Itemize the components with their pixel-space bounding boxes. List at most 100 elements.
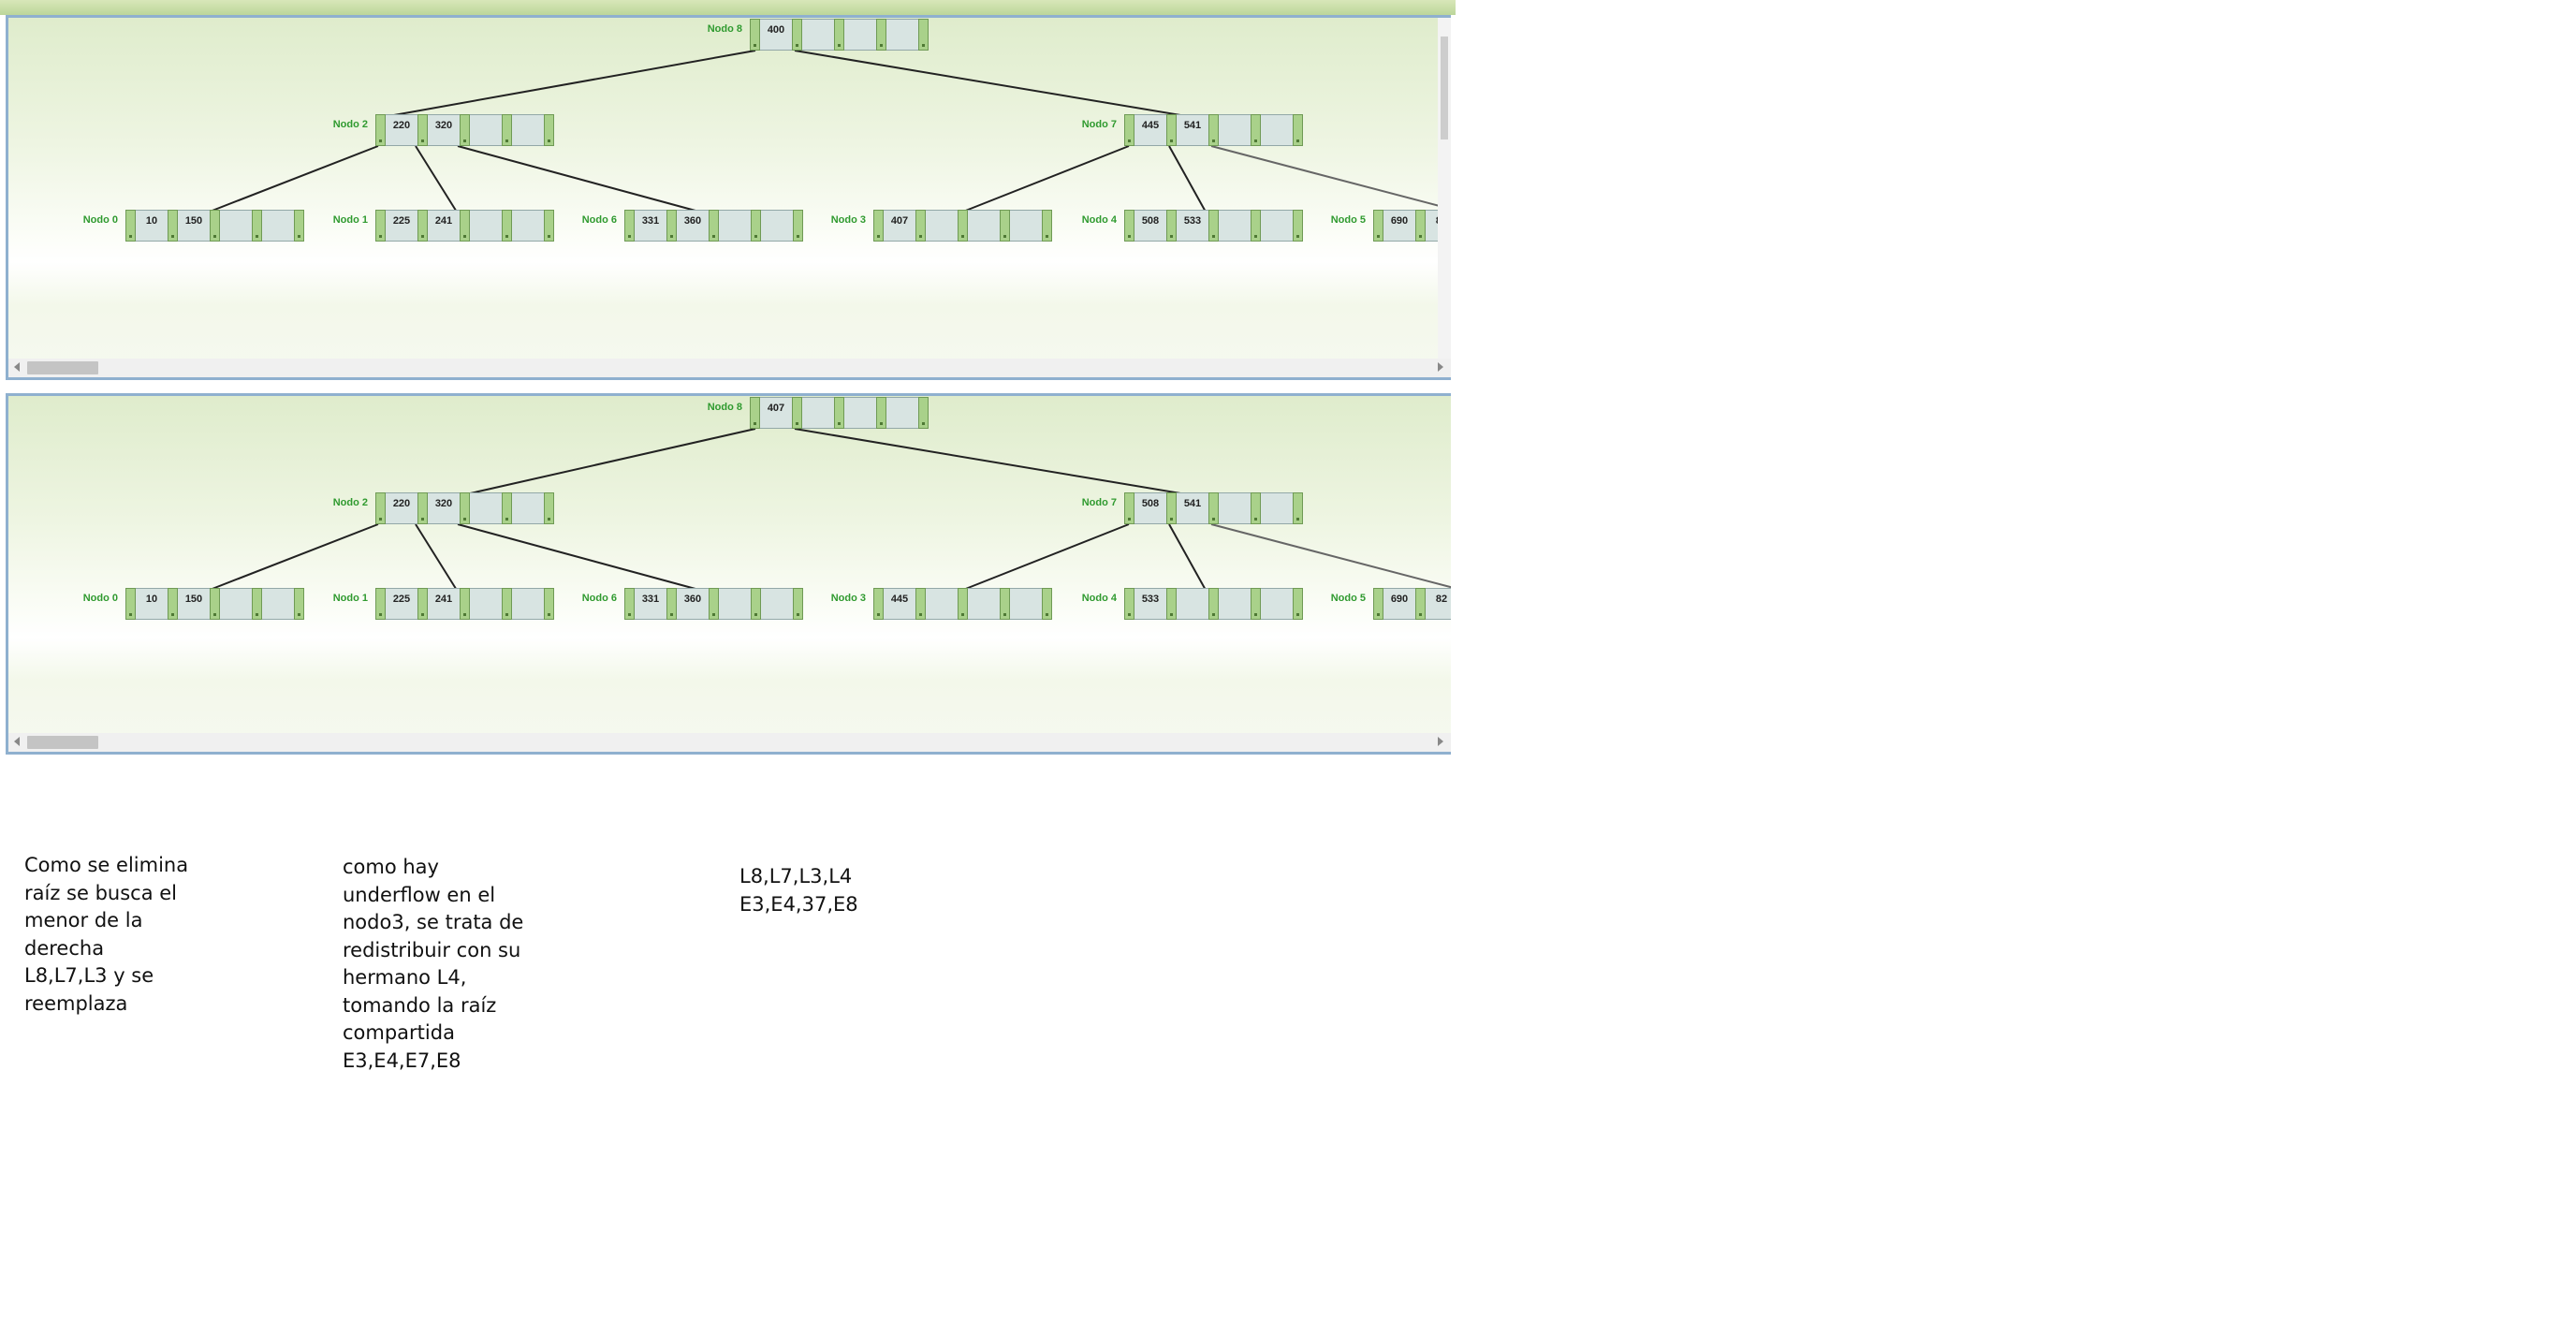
scroll-right-icon[interactable] [1438,737,1443,746]
key-cell: 220 [386,114,417,146]
child-pointer [1124,114,1134,146]
node-label: Nodo 0 [82,214,118,226]
child-pointer [460,492,470,524]
child-pointer [1251,114,1261,146]
key-cell [761,588,793,620]
child-pointer [417,114,428,146]
child-pointer [210,588,220,620]
key-cell: 331 [635,588,666,620]
leaf-node: Nodo 6 331 360 [582,210,803,242]
node-label: Nodo 2 [332,497,368,508]
key-cell: 445 [884,588,915,620]
child-pointer [375,588,386,620]
child-pointer [125,588,136,620]
child-pointer [417,492,428,524]
note-paths: L8,L7,L3,L4 E3,E4,37,E8 [739,865,858,916]
key-cell [1219,492,1251,524]
key-cell [470,210,502,242]
child-pointer [1208,588,1219,620]
child-pointer [792,397,802,429]
child-pointer [1124,492,1134,524]
child-pointer [252,588,262,620]
node-label: Nodo 6 [581,214,617,226]
child-pointer [1208,210,1219,242]
horizontal-scrollbar[interactable] [8,359,1451,377]
child-pointer [918,397,929,429]
child-pointer [1042,588,1052,620]
child-pointer [1251,588,1261,620]
child-pointer [1124,588,1134,620]
leaf-node: Nodo 3 445 [831,588,1052,620]
key-cell [761,210,793,242]
root-node: Nodo 8 400 [708,19,929,51]
child-pointer [1166,492,1177,524]
key-cell: 150 [178,210,210,242]
node-label: Nodo 0 [82,593,118,604]
key-cell [1261,492,1293,524]
key-cell [262,588,294,620]
child-pointer [624,210,635,242]
child-pointer [834,397,844,429]
child-pointer [1293,492,1303,524]
child-pointer [1166,210,1177,242]
key-cell: 10 [136,588,168,620]
child-pointer [460,588,470,620]
child-pointer [375,210,386,242]
key-cell: 241 [428,588,460,620]
child-pointer [502,492,512,524]
node-label: Nodo 2 [332,119,368,130]
child-pointer [1166,588,1177,620]
child-pointer [544,210,554,242]
scrollbar-thumb[interactable] [27,361,98,374]
key-cell: 241 [428,210,460,242]
internal-node: Nodo 7 508 541 [1082,492,1303,524]
key-cell [1261,210,1293,242]
node-label: Nodo 6 [581,593,617,604]
child-pointer [1208,492,1219,524]
internal-node: Nodo 7 445 541 [1082,114,1303,146]
leaf-node: Nodo 3 407 [831,210,1052,242]
key-cell: 10 [136,210,168,242]
key-cell [1219,114,1251,146]
note-root-deletion: Como se elimina raíz se busca el menor d… [24,854,189,1015]
child-pointer [1293,210,1303,242]
child-pointer [1166,114,1177,146]
child-pointer [544,114,554,146]
child-pointer [168,588,178,620]
key-cell: 360 [677,588,709,620]
key-cell: 407 [760,397,792,429]
key-cell [262,210,294,242]
vertical-scrollbar[interactable] [1438,18,1451,359]
key-cell: 508 [1134,210,1166,242]
child-pointer [1293,114,1303,146]
key-cell [1219,210,1251,242]
key-cell: 541 [1177,114,1208,146]
horizontal-scrollbar[interactable] [8,733,1451,752]
child-pointer [502,588,512,620]
key-cell: 533 [1177,210,1208,242]
key-cell [968,588,1000,620]
child-pointer [751,210,761,242]
key-cell [1261,114,1293,146]
child-pointer [666,210,677,242]
top-strip [0,0,1456,15]
leaf-node: Nodo 6 331 360 [582,588,803,620]
tree-links-before [204,50,1451,214]
key-cell [1219,588,1251,620]
key-cell: 533 [1134,588,1166,620]
scroll-left-icon[interactable] [14,737,20,746]
scrollbar-thumb[interactable] [1441,37,1448,139]
child-pointer [1124,210,1134,242]
key-cell [844,397,876,429]
child-pointer [502,114,512,146]
scroll-right-icon[interactable] [1438,362,1443,372]
node-label: Nodo 1 [332,214,368,226]
child-pointer [751,588,761,620]
scroll-left-icon[interactable] [14,362,20,372]
tree-panel-after: Nodo 8 407 Nodo 2 220 320 Nodo 7 508 541 [6,393,1451,755]
key-cell [802,397,834,429]
internal-node: Nodo 2 220 320 [333,492,554,524]
scrollbar-thumb[interactable] [27,736,98,749]
key-cell [470,588,502,620]
child-pointer [502,210,512,242]
